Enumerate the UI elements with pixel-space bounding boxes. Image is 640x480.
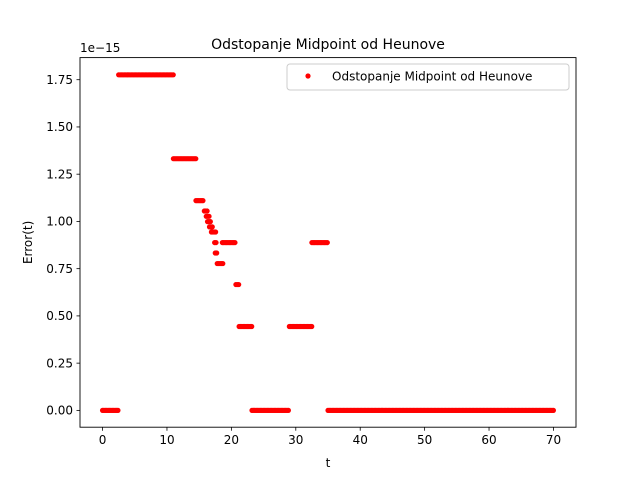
data-point: [207, 219, 213, 225]
data-point: [550, 407, 557, 413]
chart-title: Odstopanje Midpoint od Heunove: [211, 37, 445, 53]
y-axis: 0.00 0.25 0.50 0.75 1.00 1.25 1.50 1.75: [46, 73, 80, 418]
data-point: [214, 250, 220, 256]
x-tick-label: 0: [99, 433, 107, 447]
y-scale-offset: 1e−15: [80, 41, 120, 55]
x-tick-label: 40: [353, 433, 368, 447]
data-point: [209, 224, 215, 230]
data-point: [236, 281, 242, 288]
y-tick-label: 1.00: [46, 215, 73, 229]
y-tick-label: 1.25: [46, 167, 73, 181]
data-point: [170, 72, 176, 78]
data-point: [115, 407, 121, 413]
legend-box: [286, 63, 570, 91]
x-tick-label: 30: [288, 433, 303, 447]
plot-frame: [79, 57, 577, 428]
data-point: [193, 156, 199, 162]
x-tick-label: 20: [224, 433, 239, 447]
data-point: [200, 198, 206, 204]
data-point: [213, 239, 219, 246]
y-tick-label: 1.75: [46, 73, 73, 87]
data-point: [309, 323, 315, 330]
data-point: [220, 260, 226, 267]
data-point: [249, 323, 255, 330]
x-axis: 0 10 20 30 40 50 60 70: [99, 427, 561, 447]
legend-label: Odstopanje Midpoint od Heunove: [332, 70, 532, 84]
y-tick-label: 0.75: [46, 262, 73, 276]
legend-marker: [305, 73, 311, 79]
legend: Odstopanje Midpoint od Heunove: [286, 63, 570, 91]
y-tick-label: 1.50: [46, 120, 73, 134]
x-tick-label: 10: [159, 433, 174, 447]
data-point: [206, 213, 212, 219]
y-tick-label: 0.50: [46, 309, 73, 323]
x-tick-label: 50: [417, 433, 432, 447]
data-point: [324, 239, 330, 246]
x-axis-label: t: [326, 456, 331, 470]
data-points: [99, 72, 557, 413]
data-point: [204, 208, 210, 214]
y-tick-label: 0.00: [46, 404, 73, 418]
y-tick-label: 0.25: [46, 356, 73, 370]
data-point: [285, 407, 291, 413]
x-tick-label: 70: [546, 433, 561, 447]
y-axis-label: Error(t): [21, 221, 35, 264]
data-point: [213, 229, 219, 235]
x-tick-label: 60: [481, 433, 496, 447]
data-point: [232, 239, 238, 246]
